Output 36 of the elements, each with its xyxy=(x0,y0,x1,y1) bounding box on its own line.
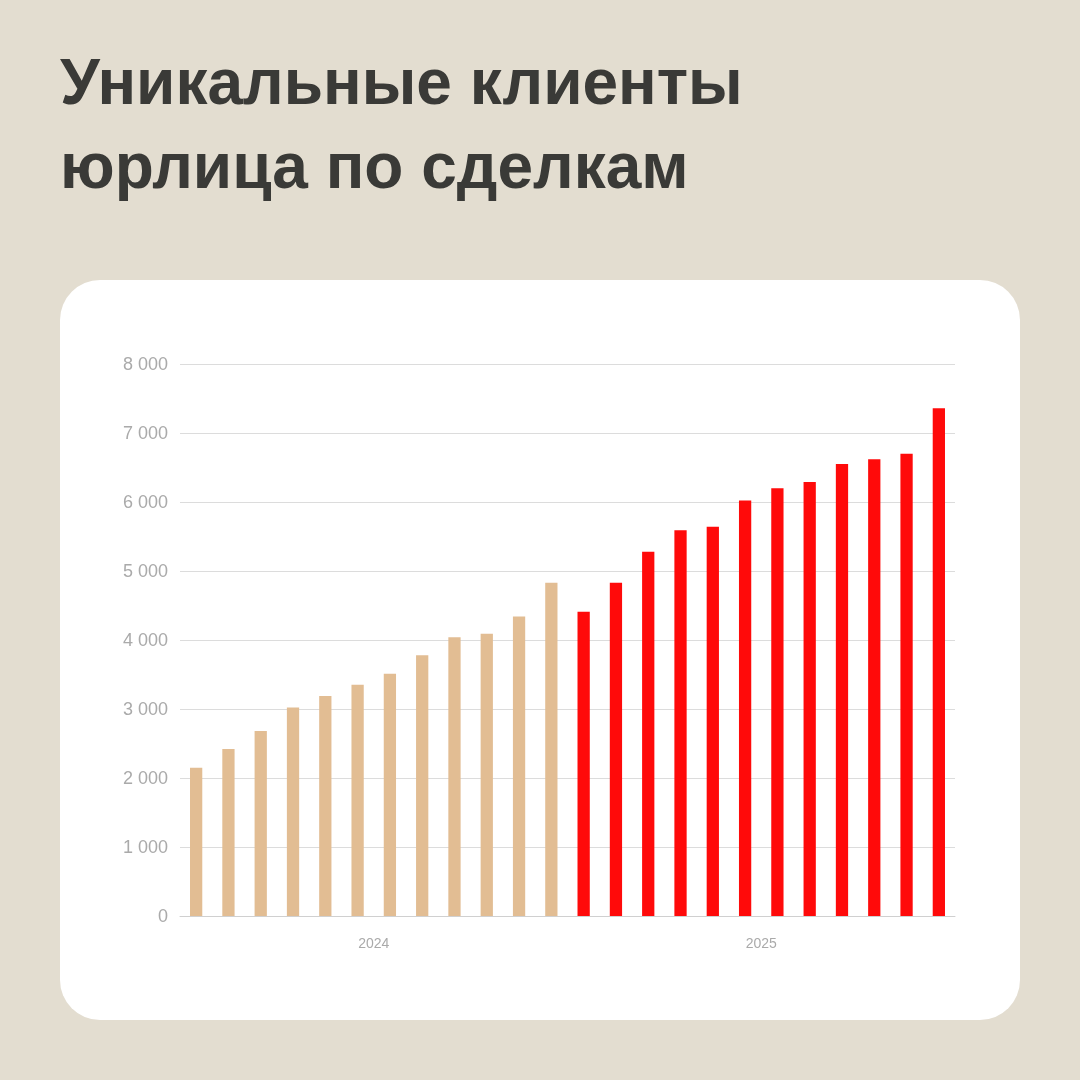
y-tick-label: 4 000 xyxy=(122,630,168,650)
bar xyxy=(932,408,945,916)
bar xyxy=(835,464,849,916)
bar xyxy=(803,481,816,916)
bar xyxy=(738,500,752,916)
bar xyxy=(319,695,332,916)
bar xyxy=(351,684,364,916)
y-tick-label: 1 000 xyxy=(122,837,168,857)
y-tick-label: 5 000 xyxy=(122,561,168,581)
y-tick-label: 7 000 xyxy=(122,423,168,443)
bar xyxy=(512,616,526,916)
bar xyxy=(416,655,429,916)
bar xyxy=(609,582,623,916)
bar xyxy=(577,611,590,916)
bar xyxy=(383,673,397,916)
x-tick-label: 2025 xyxy=(745,935,778,951)
bar xyxy=(190,767,203,916)
y-tick-label: 6 000 xyxy=(122,492,168,512)
bar xyxy=(448,637,461,916)
bar xyxy=(706,526,719,916)
bar xyxy=(286,707,300,916)
y-tick-label: 8 000 xyxy=(122,354,168,374)
y-tick-label: 0 xyxy=(157,906,168,926)
bar xyxy=(642,551,655,916)
bar xyxy=(222,749,235,916)
bar xyxy=(771,488,784,916)
chart-title: Уникальные клиенты юрлица по сделкам xyxy=(60,45,744,204)
bar xyxy=(868,459,881,916)
bar xyxy=(480,633,493,916)
x-tick-label: 2024 xyxy=(358,935,390,951)
bar xyxy=(900,453,913,916)
y-tick-label: 3 000 xyxy=(122,699,168,719)
bar xyxy=(254,731,267,916)
bar xyxy=(674,530,687,916)
y-tick-label: 2 000 xyxy=(122,768,168,788)
bar xyxy=(545,582,558,916)
